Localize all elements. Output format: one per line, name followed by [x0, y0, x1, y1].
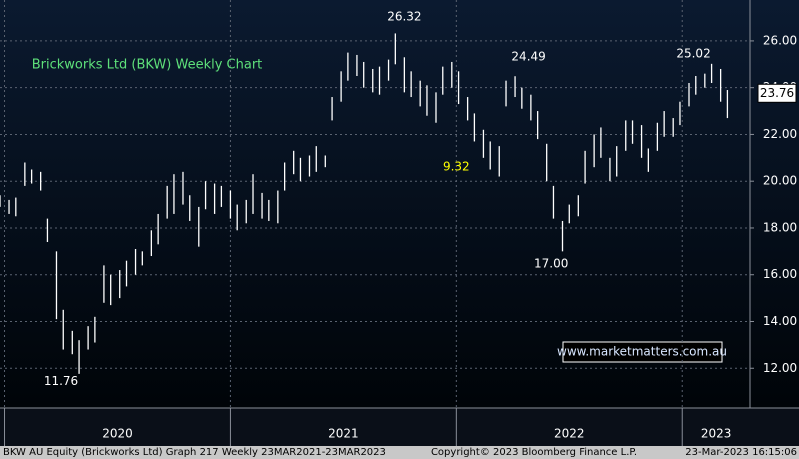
- x-tick-label: 2020: [102, 427, 133, 441]
- plot-background: [0, 0, 799, 408]
- y-tick-label: 14.00: [763, 314, 797, 328]
- x-tick-label: 2022: [554, 427, 585, 441]
- annotation: 25.02: [676, 47, 710, 61]
- y-tick-label: 22.00: [763, 127, 797, 141]
- last-price-label: 23.76: [760, 86, 794, 100]
- watermark: www.marketmatters.com.au: [557, 345, 727, 359]
- footer-timestamp: 23-Mar-2023 16:15:06: [685, 447, 797, 458]
- annotation: 26.32: [387, 9, 421, 23]
- y-tick-label: 16.00: [763, 267, 797, 281]
- x-tick-label: 2021: [328, 427, 359, 441]
- annotation: 17.00: [534, 257, 568, 271]
- annotation: 9.32: [443, 160, 470, 174]
- last-price-box: [757, 83, 797, 103]
- x-axis-band: [0, 408, 799, 446]
- y-tick-label: 20.00: [763, 174, 797, 188]
- chart-title: Brickworks Ltd (BKW) Weekly Chart: [32, 58, 263, 73]
- x-tick-label: 2023: [701, 427, 732, 441]
- y-tick-label: 12.00: [763, 361, 797, 375]
- footer-copyright: Copyright© 2023 Bloomberg Finance L.P.: [431, 447, 637, 458]
- annotation: 11.76: [44, 374, 78, 388]
- y-tick-label: 18.00: [763, 220, 797, 234]
- y-tick-label: 26.00: [763, 33, 797, 47]
- footer-info: BKW AU Equity (Brickworks Ltd) Graph 217…: [3, 447, 386, 458]
- footer-band: [0, 446, 799, 459]
- annotation: 24.49: [511, 50, 545, 64]
